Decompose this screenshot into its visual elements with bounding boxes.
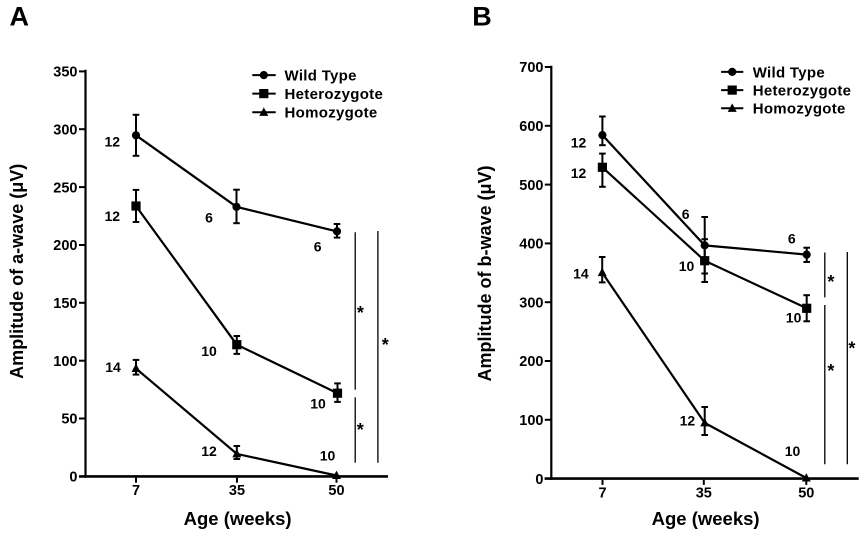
svg-text:12: 12: [571, 134, 587, 150]
svg-text:12: 12: [680, 413, 696, 429]
svg-text:10: 10: [786, 310, 802, 326]
svg-text:*: *: [357, 303, 364, 323]
svg-text:0: 0: [69, 470, 77, 486]
svg-text:6: 6: [205, 209, 213, 225]
svg-text:Homozygote: Homozygote: [753, 101, 846, 118]
svg-text:200: 200: [519, 354, 543, 370]
svg-text:50: 50: [328, 483, 344, 499]
svg-text:100: 100: [519, 413, 543, 429]
svg-text:10: 10: [785, 443, 801, 459]
svg-text:7: 7: [132, 483, 140, 499]
svg-text:600: 600: [519, 119, 543, 135]
svg-text:12: 12: [201, 443, 217, 459]
svg-text:Heterozygote: Heterozygote: [753, 83, 852, 100]
svg-text:35: 35: [229, 483, 245, 499]
svg-text:A: A: [9, 1, 29, 31]
svg-text:12: 12: [571, 165, 587, 181]
svg-text:50: 50: [798, 486, 814, 502]
svg-text:Wild Type: Wild Type: [753, 64, 825, 81]
svg-text:*: *: [827, 361, 834, 381]
svg-text:500: 500: [519, 178, 543, 194]
svg-text:12: 12: [105, 133, 121, 149]
svg-text:35: 35: [696, 486, 712, 502]
svg-text:Amplitude of a-wave (μV): Amplitude of a-wave (μV): [7, 164, 27, 379]
svg-text:Age (weeks): Age (weeks): [184, 508, 292, 529]
svg-text:Heterozygote: Heterozygote: [285, 86, 384, 103]
svg-text:300: 300: [53, 122, 77, 138]
svg-text:Wild Type: Wild Type: [285, 68, 357, 85]
svg-text:6: 6: [314, 239, 322, 255]
svg-text:300: 300: [519, 295, 543, 311]
svg-text:50: 50: [61, 412, 77, 428]
svg-text:200: 200: [53, 238, 77, 254]
svg-text:400: 400: [519, 237, 543, 253]
svg-text:7: 7: [598, 486, 606, 502]
svg-text:B: B: [472, 2, 492, 32]
svg-text:12: 12: [105, 208, 121, 224]
svg-text:*: *: [827, 272, 834, 292]
svg-text:6: 6: [788, 230, 796, 246]
svg-text:700: 700: [519, 60, 543, 76]
svg-text:250: 250: [53, 180, 77, 196]
svg-text:*: *: [357, 420, 364, 440]
svg-text:*: *: [382, 335, 389, 355]
svg-text:350: 350: [53, 65, 77, 81]
svg-text:10: 10: [679, 258, 695, 274]
svg-text:Age (weeks): Age (weeks): [652, 508, 760, 529]
svg-text:0: 0: [535, 472, 543, 488]
svg-text:Amplitude of b-wave (μV): Amplitude of b-wave (μV): [475, 165, 495, 381]
svg-text:10: 10: [201, 343, 217, 359]
svg-text:10: 10: [320, 448, 336, 464]
svg-text:*: *: [848, 338, 855, 358]
svg-text:10: 10: [310, 396, 326, 412]
svg-text:14: 14: [105, 359, 121, 375]
svg-text:150: 150: [53, 296, 77, 312]
svg-text:14: 14: [573, 265, 589, 281]
svg-text:100: 100: [53, 354, 77, 370]
svg-text:Homozygote: Homozygote: [285, 105, 378, 122]
svg-text:6: 6: [682, 206, 690, 222]
